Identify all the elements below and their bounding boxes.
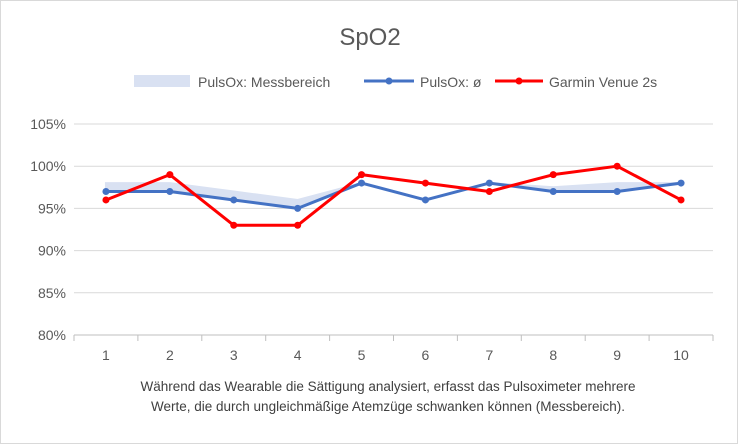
legend-marker-pulsox [385, 77, 393, 85]
x-tick-label: 8 [549, 347, 557, 363]
data-point-garmin [102, 196, 110, 204]
data-point-pulsox [294, 204, 302, 212]
x-tick-label: 4 [294, 347, 302, 363]
legend-label-pulsox: PulsOx: ø [420, 74, 482, 90]
y-tick-label: 95% [38, 200, 66, 216]
data-point-garmin [166, 171, 174, 179]
data-point-garmin [358, 171, 366, 179]
y-tick-label: 90% [38, 243, 66, 259]
data-point-garmin [421, 179, 429, 187]
data-point-garmin [677, 196, 685, 204]
y-tick-label: 100% [30, 158, 66, 174]
x-tick-label: 3 [230, 347, 238, 363]
x-tick-label: 7 [485, 347, 493, 363]
x-tick-label: 2 [166, 347, 174, 363]
data-point-pulsox [230, 196, 238, 204]
data-point-garmin [485, 188, 493, 196]
data-point-garmin [549, 171, 557, 179]
x-tick-label: 5 [358, 347, 366, 363]
series-line-pulsox [105, 181, 682, 210]
y-tick-label: 85% [38, 285, 66, 301]
caption-line-1: Während das Wearable die Sättigung analy… [141, 379, 636, 394]
x-tick-label: 6 [422, 347, 430, 363]
chart-title: SpO2 [339, 24, 400, 51]
data-point-pulsox [102, 188, 110, 196]
y-tick-label: 105% [30, 116, 66, 132]
legend-marker-garmin [515, 77, 523, 85]
legend: PulsOx: Messbereich PulsOx: ø Garmin Ven… [134, 74, 657, 90]
data-point-garmin [294, 221, 302, 229]
data-point-pulsox [421, 196, 429, 204]
data-point-garmin [613, 162, 621, 170]
data-point-garmin [230, 221, 238, 229]
legend-label-garmin: Garmin Venue 2s [549, 74, 657, 90]
data-point-pulsox [677, 179, 685, 187]
legend-swatch-range [134, 75, 190, 87]
data-point-pulsox [485, 179, 493, 187]
data-point-pulsox [358, 179, 366, 187]
caption-line-2: Werte, die durch ungleichmäßige Atemzüge… [151, 399, 625, 414]
y-tick-label: 80% [38, 327, 66, 343]
x-tick-label: 1 [102, 347, 110, 363]
legend-label-range: PulsOx: Messbereich [198, 74, 330, 90]
data-point-pulsox [166, 188, 174, 196]
x-tick-label: 10 [673, 347, 689, 363]
x-tick-label: 9 [613, 347, 621, 363]
data-point-pulsox [613, 188, 621, 196]
series-line-garmin [105, 164, 682, 227]
data-point-pulsox [549, 188, 557, 196]
